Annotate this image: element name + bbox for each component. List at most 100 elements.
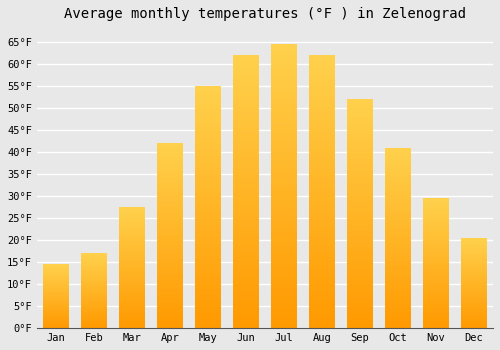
- Bar: [156, 273, 183, 275]
- Bar: [422, 245, 450, 247]
- Bar: [232, 267, 259, 270]
- Bar: [80, 268, 107, 269]
- Bar: [118, 233, 145, 235]
- Bar: [422, 289, 450, 291]
- Bar: [118, 309, 145, 310]
- Bar: [270, 286, 297, 289]
- Bar: [118, 304, 145, 306]
- Bar: [270, 76, 297, 80]
- Bar: [384, 148, 411, 150]
- Bar: [194, 271, 221, 274]
- Bar: [156, 298, 183, 301]
- Bar: [232, 168, 259, 172]
- Bar: [460, 283, 487, 284]
- Bar: [308, 267, 336, 270]
- Bar: [270, 59, 297, 62]
- Bar: [422, 244, 450, 245]
- Bar: [80, 317, 107, 318]
- Bar: [308, 280, 336, 284]
- Bar: [232, 264, 259, 267]
- Bar: [232, 199, 259, 202]
- Bar: [346, 214, 374, 217]
- Bar: [42, 301, 69, 302]
- Bar: [118, 280, 145, 281]
- Bar: [118, 254, 145, 256]
- Bar: [422, 263, 450, 265]
- Bar: [384, 204, 411, 206]
- Bar: [346, 228, 374, 231]
- Bar: [460, 247, 487, 248]
- Bar: [232, 304, 259, 308]
- Bar: [194, 126, 221, 128]
- Bar: [232, 274, 259, 277]
- Bar: [384, 155, 411, 157]
- Bar: [346, 282, 374, 285]
- Bar: [156, 261, 183, 264]
- Bar: [80, 316, 107, 317]
- Bar: [460, 299, 487, 300]
- Bar: [308, 219, 336, 223]
- Bar: [80, 288, 107, 289]
- Bar: [232, 175, 259, 178]
- Bar: [460, 290, 487, 291]
- Bar: [232, 151, 259, 154]
- Bar: [194, 234, 221, 237]
- Bar: [308, 287, 336, 291]
- Bar: [194, 186, 221, 189]
- Bar: [346, 134, 374, 136]
- Bar: [194, 253, 221, 256]
- Bar: [118, 306, 145, 307]
- Bar: [422, 260, 450, 262]
- Bar: [460, 246, 487, 247]
- Bar: [460, 271, 487, 272]
- Bar: [270, 190, 297, 194]
- Bar: [156, 217, 183, 220]
- Bar: [384, 297, 411, 299]
- Bar: [80, 319, 107, 320]
- Bar: [308, 253, 336, 257]
- Bar: [460, 293, 487, 294]
- Bar: [460, 302, 487, 303]
- Bar: [308, 311, 336, 315]
- Bar: [156, 183, 183, 185]
- Bar: [384, 326, 411, 328]
- Bar: [460, 307, 487, 308]
- Bar: [80, 253, 107, 254]
- Bar: [346, 168, 374, 171]
- Bar: [308, 131, 336, 134]
- Bar: [384, 206, 411, 209]
- Bar: [384, 290, 411, 292]
- Bar: [422, 323, 450, 325]
- Bar: [460, 320, 487, 321]
- Bar: [80, 278, 107, 279]
- Bar: [308, 239, 336, 243]
- Bar: [118, 253, 145, 254]
- Bar: [346, 191, 374, 194]
- Bar: [118, 230, 145, 231]
- Bar: [156, 245, 183, 247]
- Bar: [156, 144, 183, 146]
- Bar: [308, 229, 336, 233]
- Bar: [80, 326, 107, 327]
- Bar: [460, 267, 487, 268]
- Bar: [422, 249, 450, 250]
- Bar: [42, 287, 69, 288]
- Bar: [384, 283, 411, 285]
- Bar: [270, 169, 297, 172]
- Bar: [194, 307, 221, 310]
- Bar: [194, 147, 221, 150]
- Bar: [156, 169, 183, 171]
- Bar: [118, 302, 145, 304]
- Bar: [384, 229, 411, 231]
- Bar: [194, 229, 221, 231]
- Bar: [232, 96, 259, 100]
- Bar: [346, 217, 374, 219]
- Bar: [346, 119, 374, 122]
- Bar: [156, 266, 183, 268]
- Bar: [118, 313, 145, 315]
- Bar: [422, 218, 450, 219]
- Bar: [346, 117, 374, 119]
- Bar: [194, 119, 221, 122]
- Bar: [156, 319, 183, 321]
- Bar: [194, 111, 221, 113]
